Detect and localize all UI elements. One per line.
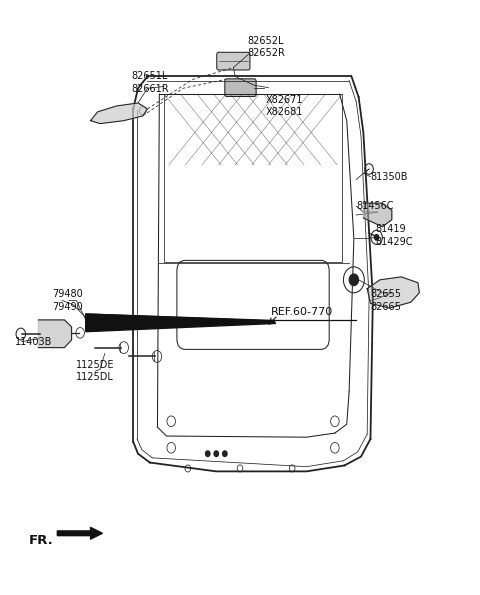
- Text: REF.60-770: REF.60-770: [271, 307, 333, 317]
- Text: FR.: FR.: [29, 534, 54, 547]
- FancyBboxPatch shape: [217, 52, 250, 70]
- Polygon shape: [91, 103, 147, 124]
- Text: 82652L
82652R: 82652L 82652R: [247, 36, 285, 58]
- Polygon shape: [367, 277, 420, 308]
- Circle shape: [349, 274, 359, 286]
- FancyBboxPatch shape: [225, 79, 256, 96]
- Text: 81350B: 81350B: [371, 172, 408, 181]
- Polygon shape: [86, 314, 273, 329]
- Circle shape: [205, 451, 210, 456]
- Text: 81419
81429C: 81419 81429C: [375, 224, 413, 247]
- Polygon shape: [363, 203, 392, 227]
- Polygon shape: [38, 320, 72, 347]
- Text: 79480
79490: 79480 79490: [53, 289, 84, 312]
- Text: X82671
X82681: X82671 X82681: [266, 95, 303, 117]
- Text: 82655
82665: 82655 82665: [371, 289, 401, 312]
- Circle shape: [222, 451, 227, 456]
- Text: 82651L
82661R: 82651L 82661R: [131, 71, 168, 93]
- Polygon shape: [86, 314, 276, 331]
- Text: 81456C: 81456C: [356, 201, 394, 211]
- Circle shape: [374, 234, 379, 240]
- Text: 1125DE
1125DL: 1125DE 1125DL: [76, 360, 115, 383]
- Polygon shape: [57, 527, 102, 539]
- Circle shape: [214, 451, 219, 456]
- Text: 11403B: 11403B: [14, 337, 52, 347]
